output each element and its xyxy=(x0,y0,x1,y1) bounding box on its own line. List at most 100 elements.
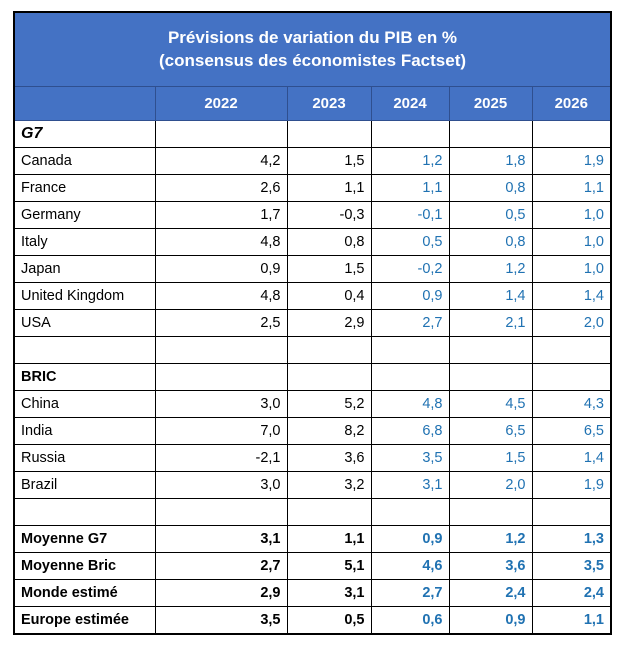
cell-2022: 1,7 xyxy=(154,201,288,229)
row-label: G7 xyxy=(13,120,156,148)
spreadsheet-sheet: Prévisions de variation du PIB en % (con… xyxy=(13,11,613,635)
row-label: Germany xyxy=(13,201,156,229)
cell-2024: 1,1 xyxy=(370,174,450,202)
cell-2022: 4,8 xyxy=(154,282,288,310)
cell-2024 xyxy=(370,363,450,391)
cell-2025: 2,0 xyxy=(448,471,533,499)
cell-2026 xyxy=(531,363,612,391)
cell-2026: 1,0 xyxy=(531,201,612,229)
column-header-2022: 2022 xyxy=(154,86,288,121)
cell-2026: 1,1 xyxy=(531,174,612,202)
cell-2024 xyxy=(370,498,450,526)
row-label: Europe estimée xyxy=(13,606,156,635)
column-header-2023: 2023 xyxy=(286,86,372,121)
row-label: USA xyxy=(13,309,156,337)
cell-2026: 6,5 xyxy=(531,417,612,445)
cell-2026: 1,9 xyxy=(531,147,612,175)
table-row: Germany 1,7 -0,3 -0,1 0,5 1,0 xyxy=(13,201,612,229)
cell-2024: 4,6 xyxy=(370,552,450,580)
table-row: Brazil 3,0 3,2 3,1 2,0 1,9 xyxy=(13,471,612,499)
cell-2023: 2,9 xyxy=(286,309,372,337)
cell-2025: 1,2 xyxy=(448,255,533,283)
cell-2026: 1,0 xyxy=(531,255,612,283)
cell-2024: 0,9 xyxy=(370,282,450,310)
cell-2023 xyxy=(286,498,372,526)
cell-2026: 1,9 xyxy=(531,471,612,499)
cell-2022: 7,0 xyxy=(154,417,288,445)
cell-2023: 1,1 xyxy=(286,174,372,202)
cell-2022: 2,6 xyxy=(154,174,288,202)
cell-2025: 0,8 xyxy=(448,228,533,256)
cell-2024 xyxy=(370,336,450,364)
cell-2025 xyxy=(448,336,533,364)
cell-2023: 1,5 xyxy=(286,147,372,175)
row-label: Monde estimé xyxy=(13,579,156,607)
row-label: France xyxy=(13,174,156,202)
cell-2025: 0,5 xyxy=(448,201,533,229)
cell-2024: 2,7 xyxy=(370,579,450,607)
cell-2023: 8,2 xyxy=(286,417,372,445)
cell-2024: 0,9 xyxy=(370,525,450,553)
cell-2024: 0,5 xyxy=(370,228,450,256)
cell-2022 xyxy=(154,336,288,364)
row-label: Moyenne Bric xyxy=(13,552,156,580)
cell-2022: 4,8 xyxy=(154,228,288,256)
row-label: China xyxy=(13,390,156,418)
row-label: Italy xyxy=(13,228,156,256)
table-title-cell: Prévisions de variation du PIB en % (con… xyxy=(13,11,612,87)
cell-2024: 2,7 xyxy=(370,309,450,337)
row-label: Russia xyxy=(13,444,156,472)
cell-2023: 3,6 xyxy=(286,444,372,472)
table-row: Canada 4,2 1,5 1,2 1,8 1,9 xyxy=(13,147,612,175)
cell-2024: 3,5 xyxy=(370,444,450,472)
cell-2026 xyxy=(531,498,612,526)
table-row: Japan 0,9 1,5 -0,2 1,2 1,0 xyxy=(13,255,612,283)
table-row: Moyenne G7 3,1 1,1 0,9 1,2 1,3 xyxy=(13,525,612,553)
cell-2022: 3,5 xyxy=(154,606,288,635)
cell-2023: 0,4 xyxy=(286,282,372,310)
cell-2022: 0,9 xyxy=(154,255,288,283)
cell-2025: 4,5 xyxy=(448,390,533,418)
cell-2026: 1,4 xyxy=(531,444,612,472)
row-label: United Kingdom xyxy=(13,282,156,310)
cell-2024: 1,2 xyxy=(370,147,450,175)
cell-2024: 3,1 xyxy=(370,471,450,499)
cell-2026: 2,4 xyxy=(531,579,612,607)
table-spacer-row xyxy=(13,498,612,526)
cell-2022 xyxy=(154,363,288,391)
cell-2024: 0,6 xyxy=(370,606,450,635)
cell-2025: 1,8 xyxy=(448,147,533,175)
cell-2023 xyxy=(286,120,372,148)
table-row: France 2,6 1,1 1,1 0,8 1,1 xyxy=(13,174,612,202)
cell-2025: 6,5 xyxy=(448,417,533,445)
cell-2024: -0,2 xyxy=(370,255,450,283)
cell-2025 xyxy=(448,498,533,526)
title-line-2: (consensus des économistes Factset) xyxy=(158,50,467,70)
cell-2025: 0,9 xyxy=(448,606,533,635)
column-header-2026: 2026 xyxy=(531,86,612,121)
cell-2025: 1,2 xyxy=(448,525,533,553)
cell-2025: 0,8 xyxy=(448,174,533,202)
row-label: Moyenne G7 xyxy=(13,525,156,553)
cell-2023: 1,5 xyxy=(286,255,372,283)
cell-2025 xyxy=(448,363,533,391)
table-row: Russia -2,1 3,6 3,5 1,5 1,4 xyxy=(13,444,612,472)
table-row: India 7,0 8,2 6,8 6,5 6,5 xyxy=(13,417,612,445)
table-row: BRIC xyxy=(13,363,612,391)
cell-2022: 2,7 xyxy=(154,552,288,580)
row-label xyxy=(13,498,156,526)
cell-2022: 3,0 xyxy=(154,471,288,499)
table-row: United Kingdom 4,8 0,4 0,9 1,4 1,4 xyxy=(13,282,612,310)
cell-2023: 5,1 xyxy=(286,552,372,580)
cell-2026 xyxy=(531,120,612,148)
cell-2023: 0,8 xyxy=(286,228,372,256)
cell-2022: 4,2 xyxy=(154,147,288,175)
column-header-row: 2022 2023 2024 2025 2026 xyxy=(13,86,612,121)
cell-2023: 5,2 xyxy=(286,390,372,418)
cell-2022 xyxy=(154,120,288,148)
row-label: India xyxy=(13,417,156,445)
cell-2023 xyxy=(286,363,372,391)
cell-2025: 2,1 xyxy=(448,309,533,337)
cell-2026 xyxy=(531,336,612,364)
column-header-2024: 2024 xyxy=(370,86,450,121)
